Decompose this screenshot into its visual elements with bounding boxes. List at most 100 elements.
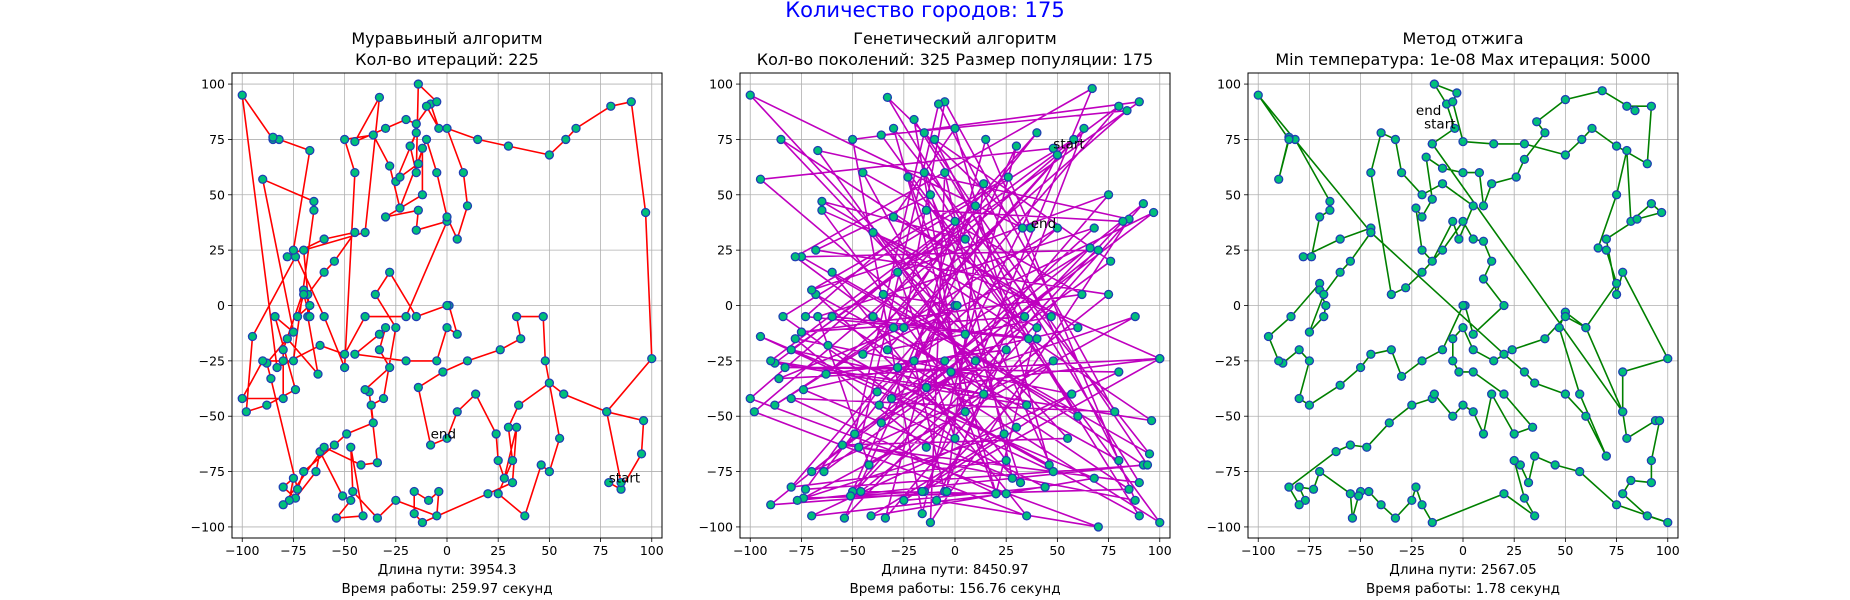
city-marker: [1007, 473, 1017, 483]
city-marker: [1417, 267, 1427, 277]
y-tick-label: −25: [707, 353, 733, 368]
city-marker: [411, 128, 421, 138]
city-marker: [1253, 90, 1263, 100]
city-marker: [473, 134, 483, 145]
city-marker: [888, 123, 899, 134]
city-marker: [329, 256, 340, 266]
x-tick-label: 100: [1656, 543, 1680, 558]
city-marker: [241, 407, 251, 417]
city-marker: [1427, 256, 1437, 266]
city-marker: [1654, 415, 1665, 426]
x-tick-label: −75: [788, 543, 814, 558]
route-annotation-end: end: [1031, 216, 1056, 232]
city-marker: [1138, 198, 1149, 209]
city-marker: [893, 267, 903, 277]
city-marker: [1530, 378, 1540, 388]
city-marker: [442, 322, 452, 333]
city-marker: [395, 172, 405, 182]
city-marker: [432, 356, 442, 366]
x-tick-label: −50: [331, 543, 357, 558]
city-marker: [1642, 159, 1652, 169]
city-marker: [491, 429, 501, 439]
city-marker: [1093, 245, 1103, 255]
path-length-label: Длина пути: 2567.05: [1389, 562, 1536, 578]
city-marker: [411, 119, 421, 129]
city-marker: [790, 334, 800, 344]
city-marker: [1478, 201, 1489, 211]
city-marker: [1487, 389, 1497, 399]
city-marker: [378, 393, 389, 404]
city-marker: [356, 460, 366, 470]
city-marker: [1048, 143, 1058, 153]
city-marker: [1001, 489, 1011, 499]
city-marker: [647, 353, 657, 364]
city-marker: [1540, 334, 1550, 344]
city-marker: [368, 418, 378, 428]
axes-frame: [739, 72, 1171, 539]
city-marker: [1417, 190, 1427, 200]
city-marker: [1114, 367, 1124, 377]
city-marker: [544, 150, 555, 160]
city-marker: [640, 207, 651, 218]
city-marker: [385, 267, 395, 277]
city-marker: [1642, 511, 1652, 521]
x-tick-label: 75: [1101, 543, 1117, 558]
city-marker: [1532, 117, 1542, 127]
city-marker: [917, 486, 927, 497]
subplot-title: Генетический алгоритм: [853, 29, 1056, 48]
city-marker: [821, 369, 831, 379]
city-marker: [893, 362, 903, 373]
city-marker: [1656, 207, 1667, 218]
city-marker: [1319, 289, 1329, 300]
city-marker: [1087, 83, 1097, 94]
city-marker: [1300, 495, 1310, 506]
city-marker: [1384, 418, 1394, 428]
city-marker: [774, 373, 784, 384]
city-marker: [837, 440, 848, 450]
y-tick-label: 75: [1225, 132, 1241, 147]
city-marker: [1396, 371, 1407, 382]
city-marker: [950, 433, 960, 444]
city-marker: [329, 440, 340, 450]
city-marker: [1632, 214, 1642, 224]
city-marker: [1540, 128, 1550, 138]
city-marker: [516, 334, 526, 344]
city-marker: [1417, 212, 1427, 222]
city-marker: [921, 442, 931, 452]
city-marker: [1376, 128, 1386, 138]
city-marker: [755, 174, 766, 184]
city-marker: [284, 495, 294, 506]
city-marker: [1509, 455, 1519, 466]
y-tick-label: −100: [699, 519, 733, 534]
route-annotation-end: end: [1416, 103, 1441, 119]
city-marker: [903, 172, 913, 182]
city-marker: [940, 356, 950, 366]
city-marker: [1118, 216, 1128, 227]
city-marker: [872, 387, 882, 397]
path-length-label: Длина пути: 3954.3: [378, 562, 517, 578]
city-marker: [899, 322, 909, 333]
city-marker: [442, 212, 452, 222]
city-marker: [258, 174, 268, 184]
city-marker: [1315, 466, 1325, 477]
city-marker: [1527, 422, 1538, 432]
city-marker: [1601, 245, 1611, 255]
route-annotation-end: end: [431, 426, 456, 442]
city-marker: [854, 442, 864, 452]
city-marker: [1046, 311, 1056, 322]
city-marker: [1429, 389, 1439, 399]
city-marker: [1390, 513, 1401, 523]
city-marker: [405, 141, 415, 151]
city-marker: [1077, 289, 1087, 300]
city-marker: [981, 134, 991, 145]
city-marker: [413, 159, 423, 169]
city-marker: [1519, 493, 1530, 503]
city-marker: [1390, 134, 1401, 145]
city-marker: [1560, 150, 1571, 160]
city-marker: [1478, 274, 1489, 284]
city-marker: [434, 486, 444, 497]
city-marker: [868, 227, 878, 238]
city-marker: [511, 422, 522, 432]
city-marker: [559, 389, 569, 399]
city-marker: [602, 407, 612, 417]
